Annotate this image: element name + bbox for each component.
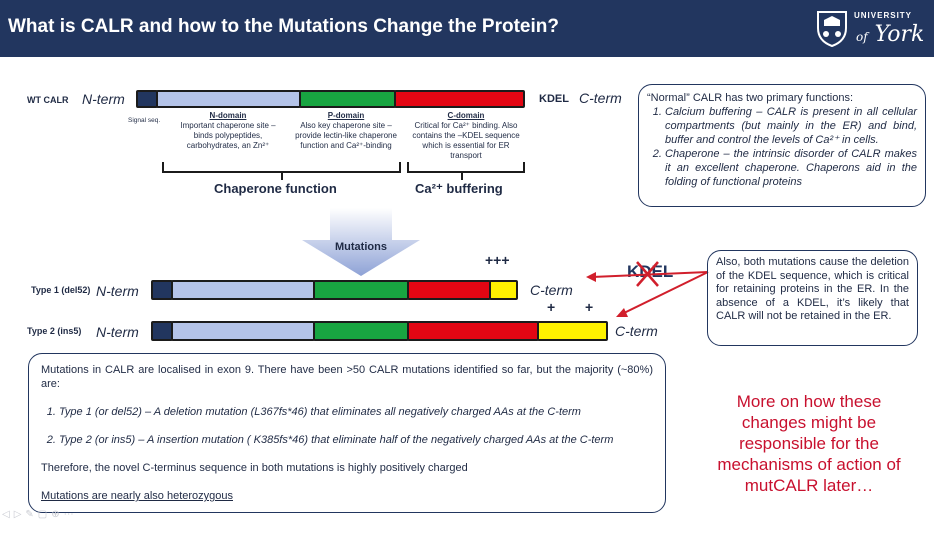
- mutations-therefore: Therefore, the novel C-terminus sequence…: [41, 462, 468, 474]
- type2-signal-segment: [151, 321, 173, 341]
- type1-nterm-label: N-term: [96, 283, 139, 299]
- type2-label: Type 2 (ins5): [27, 326, 82, 336]
- red-note: More on how these changes might be respo…: [717, 392, 901, 495]
- slide-header: What is CALR and how to the Mutations Ch…: [0, 0, 934, 57]
- chaperone-function-label: Chaperone function: [214, 181, 337, 196]
- pen-icon[interactable]: ✎: [25, 509, 38, 520]
- wt-p-domain-segment: [299, 90, 396, 108]
- type2-n-domain-segment: [171, 321, 315, 341]
- wt-n-domain-segment: [156, 90, 301, 108]
- type2-c-domain-segment: [407, 321, 539, 341]
- mutation-item-2: Type 2 (or ins5) – A insertion mutation …: [59, 433, 653, 447]
- wt-signal-segment: [136, 90, 158, 108]
- next-slide-icon[interactable]: ▷: [13, 509, 26, 520]
- n-domain-text: Important chaperone site – binds polypep…: [180, 121, 276, 150]
- type1-charge-label: +++: [485, 252, 510, 268]
- c-domain-description: C-domain Critical for Ca²⁺ binding. Also…: [410, 111, 522, 161]
- mutations-arrow-label: Mutations: [335, 241, 387, 253]
- type2-nterm-label: N-term: [96, 324, 139, 340]
- type2-charge-2-label: +: [585, 299, 594, 315]
- p-domain-description: P-domain Also key chaperone site – provi…: [290, 111, 402, 151]
- kdel-explanation-text: Also, both mutations cause the deletion …: [716, 256, 909, 322]
- mutations-arrow: [302, 208, 420, 276]
- mutations-box: Mutations in CALR are localised in exon …: [28, 353, 666, 513]
- logo-name: of York: [856, 22, 924, 47]
- type2-cterm-label: C-term: [615, 323, 658, 339]
- slide-title: What is CALR and how to the Mutations Ch…: [8, 16, 559, 37]
- type1-new-cterm-segment: [489, 280, 518, 300]
- slides-icon[interactable]: ▢: [37, 509, 52, 520]
- logo-york-text: York: [874, 22, 925, 47]
- chaperone-brace: [162, 162, 401, 180]
- arrow-to-type1: [591, 271, 709, 278]
- prev-slide-icon[interactable]: ◁: [2, 509, 14, 520]
- arrow-to-type2: [623, 271, 709, 314]
- ca-buffering-label: Ca²⁺ buffering: [415, 181, 503, 196]
- more-icon[interactable]: ⋯: [63, 509, 78, 520]
- n-domain-description: N-domain Important chaperone site – bind…: [172, 111, 284, 151]
- p-domain-text: Also key chaperone site – provide lectin…: [295, 121, 397, 150]
- function-braces: [162, 162, 525, 180]
- type2-p-domain-segment: [313, 321, 409, 341]
- ca-buffering-brace: [407, 162, 525, 180]
- crest-icon: [817, 11, 847, 48]
- type1-n-domain-segment: [171, 280, 315, 300]
- mutations-intro: Mutations in CALR are localised in exon …: [41, 364, 653, 390]
- c-domain-title: C-domain: [447, 111, 485, 120]
- normal-calr-item-1: Calcium buffering – CALR is present in a…: [665, 105, 917, 147]
- normal-calr-intro: “Normal” CALR has two primary functions:: [647, 92, 854, 104]
- wt-kdel-label: KDEL: [539, 93, 569, 105]
- arrow-to-type2-head: [616, 308, 628, 317]
- university-logo: UNIVERSITY of York: [814, 6, 929, 52]
- wt-nterm-label: N-term: [82, 91, 125, 107]
- arrow-to-type1-head: [586, 272, 596, 282]
- c-domain-text: Critical for Ca²⁺ binding. Also contains…: [412, 121, 520, 160]
- kdel-explanation-box: Also, both mutations cause the deletion …: [707, 250, 918, 346]
- slide-controls[interactable]: ◁▷✎▢⊕⋯: [2, 509, 78, 520]
- type2-new-cterm-segment: [537, 321, 608, 341]
- normal-calr-box: “Normal” CALR has two primary functions:…: [638, 84, 926, 207]
- type2-charge-1-label: +: [547, 299, 556, 315]
- mutations-heterozygous-link[interactable]: Mutations are nearly also heterozygous: [41, 490, 233, 502]
- normal-calr-item-2: Chaperone – the intrinsic disorder of CA…: [665, 147, 917, 189]
- signal-seq-label: Signal seq.: [128, 117, 161, 124]
- zoom-icon[interactable]: ⊕: [51, 509, 64, 520]
- type1-p-domain-segment: [313, 280, 409, 300]
- type1-c-domain-segment: [407, 280, 491, 300]
- kdel-deletion-arrows: [586, 261, 709, 317]
- type1-cterm-label: C-term: [530, 282, 573, 298]
- logo-of-text: of: [856, 30, 868, 44]
- n-domain-title: N-domain: [209, 111, 247, 120]
- wt-calr-label: WT CALR: [27, 95, 69, 105]
- wt-cterm-label: C-term: [579, 90, 622, 106]
- type1-label: Type 1 (del52): [31, 285, 91, 295]
- logo-university-text: UNIVERSITY: [854, 11, 913, 20]
- p-domain-title: P-domain: [327, 111, 365, 120]
- mutation-item-1: Type 1 (or del52) – A deletion mutation …: [59, 405, 653, 419]
- wt-c-domain-segment: [394, 90, 525, 108]
- type1-signal-segment: [151, 280, 173, 300]
